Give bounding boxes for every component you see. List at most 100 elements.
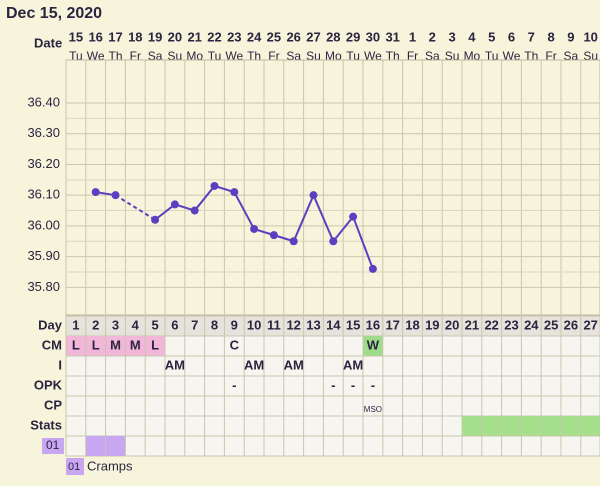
x-axis-label: Date <box>34 35 62 50</box>
temp-point <box>190 206 199 215</box>
date-label: 2 <box>429 29 436 44</box>
row-label: OPK <box>34 377 63 392</box>
plot-area <box>65 59 600 316</box>
date-label: 21 <box>187 29 201 44</box>
cell-text: - <box>331 377 335 392</box>
y-tick-label: 36.30 <box>27 125 60 140</box>
date-label: 25 <box>267 29 281 44</box>
cell-text: 7 <box>191 317 198 332</box>
date-label: 29 <box>346 29 360 44</box>
cell-highlight <box>125 336 146 356</box>
weekday-label: Fr <box>407 49 418 63</box>
cell-text: C <box>230 337 240 352</box>
cell-highlight <box>66 336 86 356</box>
temp-point <box>250 224 259 233</box>
y-tick-label: 35.80 <box>27 279 60 294</box>
row-bg <box>65 435 600 457</box>
cell-text: L <box>151 337 159 352</box>
cell-text: 18 <box>405 317 419 332</box>
cell-text: AM <box>343 357 363 372</box>
cell-text: 1 <box>72 317 79 332</box>
cell-text: - <box>371 377 375 392</box>
temp-point <box>269 231 278 240</box>
y-tick-label: 36.10 <box>27 187 60 202</box>
legend-badge <box>66 458 84 475</box>
code-badge <box>42 438 64 454</box>
temp-point <box>289 237 298 246</box>
temp-point <box>230 188 239 197</box>
temp-point <box>329 237 338 246</box>
cell-text: 25 <box>544 317 558 332</box>
cell-text: 14 <box>326 317 341 332</box>
cell-text: 10 <box>247 317 261 332</box>
legend-text: Cramps <box>87 458 133 473</box>
cell-text: AM <box>244 357 264 372</box>
cell-highlight <box>501 416 522 436</box>
cell-text: 12 <box>286 317 300 332</box>
cell-text: 19 <box>425 317 439 332</box>
cell-text: 6 <box>171 317 178 332</box>
temp-point <box>111 191 120 200</box>
cell-text: L <box>72 337 80 352</box>
temp-point <box>210 181 219 190</box>
cell-highlight <box>541 416 561 436</box>
cell-text: 15 <box>346 317 360 332</box>
date-label: 5 <box>488 29 495 44</box>
cell-text: 2 <box>92 317 99 332</box>
temp-point <box>170 200 179 209</box>
weekday-label: Fr <box>545 49 556 63</box>
date-label: 15 <box>69 29 83 44</box>
date-label: 22 <box>207 29 221 44</box>
cell-highlight <box>363 336 383 356</box>
date-label: 31 <box>385 29 399 44</box>
date-label: 30 <box>366 29 380 44</box>
date-label: 8 <box>547 29 554 44</box>
temp-point <box>309 191 318 200</box>
cell-text: 21 <box>465 317 479 332</box>
weekday-label: Fr <box>130 49 141 63</box>
cell-highlight <box>561 416 581 436</box>
cell-text: L <box>92 337 100 352</box>
date-label: 7 <box>528 29 535 44</box>
date-label: 3 <box>448 29 455 44</box>
row-label: CP <box>44 397 62 412</box>
date-label: 4 <box>468 29 476 44</box>
cell-text: 27 <box>583 317 597 332</box>
cell-text: W <box>367 337 380 352</box>
y-tick-label: 36.20 <box>27 156 60 171</box>
date-label: 24 <box>247 29 262 44</box>
date-label: 6 <box>508 29 515 44</box>
cell-text: 3 <box>112 317 119 332</box>
date-label: 16 <box>88 29 102 44</box>
cell-text: 23 <box>504 317 518 332</box>
cell-highlight <box>105 336 126 356</box>
cell-highlight <box>85 436 106 456</box>
date-label: 1 <box>409 29 416 44</box>
page-title: Dec 15, 2020 <box>6 5 102 22</box>
cell-text: MSO <box>364 405 382 414</box>
cell-text: 8 <box>211 317 218 332</box>
row-label: I <box>58 357 62 372</box>
cell-text: 20 <box>445 317 459 332</box>
date-label: 28 <box>326 29 340 44</box>
cell-text: 13 <box>306 317 320 332</box>
row-label: CM <box>42 337 62 352</box>
weekday-label: Fr <box>268 49 279 63</box>
date-label: 20 <box>168 29 182 44</box>
cell-text: 17 <box>385 317 399 332</box>
date-label: 27 <box>306 29 320 44</box>
date-label: 23 <box>227 29 241 44</box>
row-label: Day <box>38 317 63 332</box>
row-bg <box>65 395 600 417</box>
cell-text: 22 <box>484 317 498 332</box>
cell-highlight <box>85 336 106 356</box>
cell-text: 11 <box>267 317 281 332</box>
cell-highlight <box>580 416 600 436</box>
date-label: 26 <box>286 29 300 44</box>
row-bg <box>65 355 600 377</box>
date-label: 9 <box>567 29 574 44</box>
cell-highlight <box>145 336 165 356</box>
cell-text: 5 <box>151 317 158 332</box>
y-tick-label: 35.90 <box>27 248 60 263</box>
